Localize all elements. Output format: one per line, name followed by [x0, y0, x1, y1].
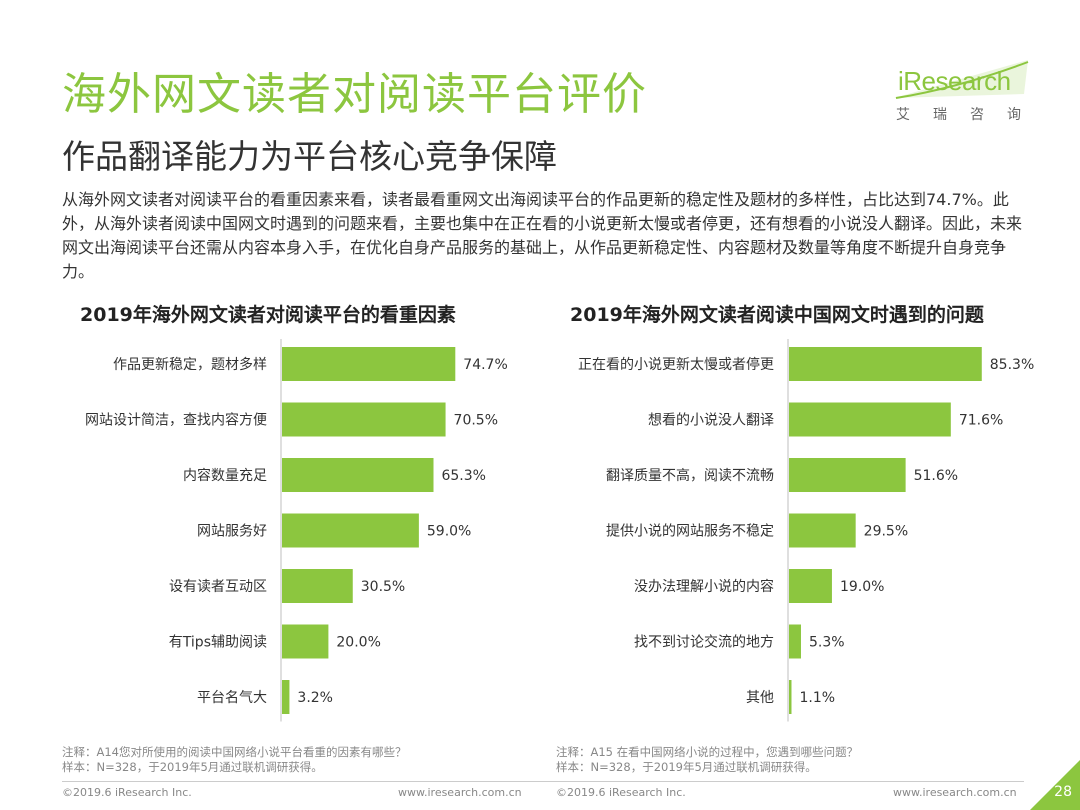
category-label: 提供小说的网站服务不稳定	[606, 524, 774, 540]
bar	[282, 402, 446, 437]
right-note-question: 注释：A15 在看中国网络小说的过程中，您遇到哪些问题？	[556, 745, 859, 759]
corner-triangle-icon	[1030, 760, 1080, 810]
value-label: 51.6%	[914, 468, 958, 484]
footer-url-left: www.iresearch.com.cn	[398, 786, 522, 799]
footer-copyright-left: ©2019.6 iResearch Inc.	[62, 786, 192, 799]
logo-swoosh-icon	[894, 60, 1029, 99]
page-subtitle: 作品翻译能力为平台核心竞争保障	[62, 137, 557, 176]
right-note-sample: 样本：N=328，于2019年5月通过联机调研获得。	[556, 760, 817, 774]
value-label: 19.0%	[840, 579, 884, 595]
right-bar-chart: 正在看的小说更新太慢或者停更 85.3% 想看的小说没人翻译 71.6% 翻译质量不高，…	[578, 339, 1034, 722]
category-label: 平台名气大	[197, 690, 267, 706]
iresearch-logo: iResearch 艾瑞咨询	[888, 58, 1038, 128]
bar	[282, 347, 456, 381]
bar	[282, 680, 290, 714]
footer-url-right: www.iresearch.com.cn	[893, 786, 1017, 799]
left-note-sample: 样本：N=328，于2019年5月通过联机调研获得。	[62, 760, 323, 774]
category-label: 翻译质量不高，阅读不流畅	[606, 467, 774, 484]
bar	[282, 458, 434, 492]
bar	[789, 680, 792, 714]
bar	[789, 624, 801, 659]
page-number: 28	[1054, 784, 1072, 800]
category-label: 网站服务好	[197, 524, 267, 540]
category-label: 其他	[746, 690, 774, 706]
bar	[282, 513, 419, 548]
category-label: 内容数量充足	[183, 467, 267, 484]
page-title: 海外网文读者对阅读平台评价	[62, 69, 647, 120]
value-label: 5.3%	[809, 635, 845, 651]
category-label: 没办法理解小说的内容	[634, 578, 774, 595]
value-label: 74.7%	[463, 357, 507, 373]
value-label: 29.5%	[864, 524, 908, 540]
category-label: 设有读者互动区	[169, 578, 267, 595]
category-label: 找不到讨论交流的地方	[634, 634, 774, 651]
bar	[789, 513, 856, 548]
bar	[282, 569, 353, 603]
bar	[789, 347, 982, 381]
logo-wordmark: iResearch	[898, 66, 1011, 96]
left-bar-chart: 作品更新稳定，题材多样 74.7% 网站设计简洁，查找内容方便 70.5% 内容数量充足…	[85, 339, 508, 722]
category-label: 正在看的小说更新太慢或者停更	[578, 356, 774, 373]
category-label: 网站设计简洁，查找内容方便	[85, 412, 267, 429]
value-label: 59.0%	[427, 524, 471, 540]
left-chart-note: 注释：A14您对所使用的阅读中国网络小说平台看重的因素有哪些？ 样本：N=328…	[62, 745, 502, 775]
bar	[789, 569, 832, 603]
left-note-question: 注释：A14您对所使用的阅读中国网络小说平台看重的因素有哪些？	[62, 745, 407, 759]
right-chart-title: 2019年海外网文读者阅读中国网文时遇到的问题	[570, 304, 984, 326]
right-chart-note: 注释：A15 在看中国网络小说的过程中，您遇到哪些问题？ 样本：N=328，于2…	[556, 745, 996, 775]
left-chart-title: 2019年海外网文读者对阅读平台的看重因素	[80, 304, 456, 326]
value-label: 85.3%	[990, 357, 1034, 373]
value-label: 71.6%	[959, 413, 1003, 429]
value-label: 1.1%	[799, 690, 835, 706]
value-label: 70.5%	[454, 413, 498, 429]
page-number-badge: 28	[1030, 760, 1080, 810]
value-label: 20.0%	[336, 635, 380, 651]
bar	[789, 402, 951, 437]
logo-chinese: 艾瑞咨询	[896, 107, 1044, 123]
footer-divider	[62, 781, 1024, 782]
value-label: 3.2%	[297, 690, 333, 706]
footer-copyright-right: ©2019.6 iResearch Inc.	[556, 786, 686, 799]
summary-paragraph: 从海外网文读者对阅读平台的看重因素来看，读者最看重网文出海阅读平台的作品更新的稳…	[62, 190, 1023, 281]
bar	[789, 458, 906, 492]
bar	[282, 624, 329, 659]
category-label: 想看的小说没人翻译	[648, 413, 774, 429]
category-label: 作品更新稳定，题材多样	[113, 356, 267, 373]
category-label: 有Tips辅助阅读	[169, 634, 267, 651]
value-label: 65.3%	[441, 468, 485, 484]
value-label: 30.5%	[361, 579, 405, 595]
